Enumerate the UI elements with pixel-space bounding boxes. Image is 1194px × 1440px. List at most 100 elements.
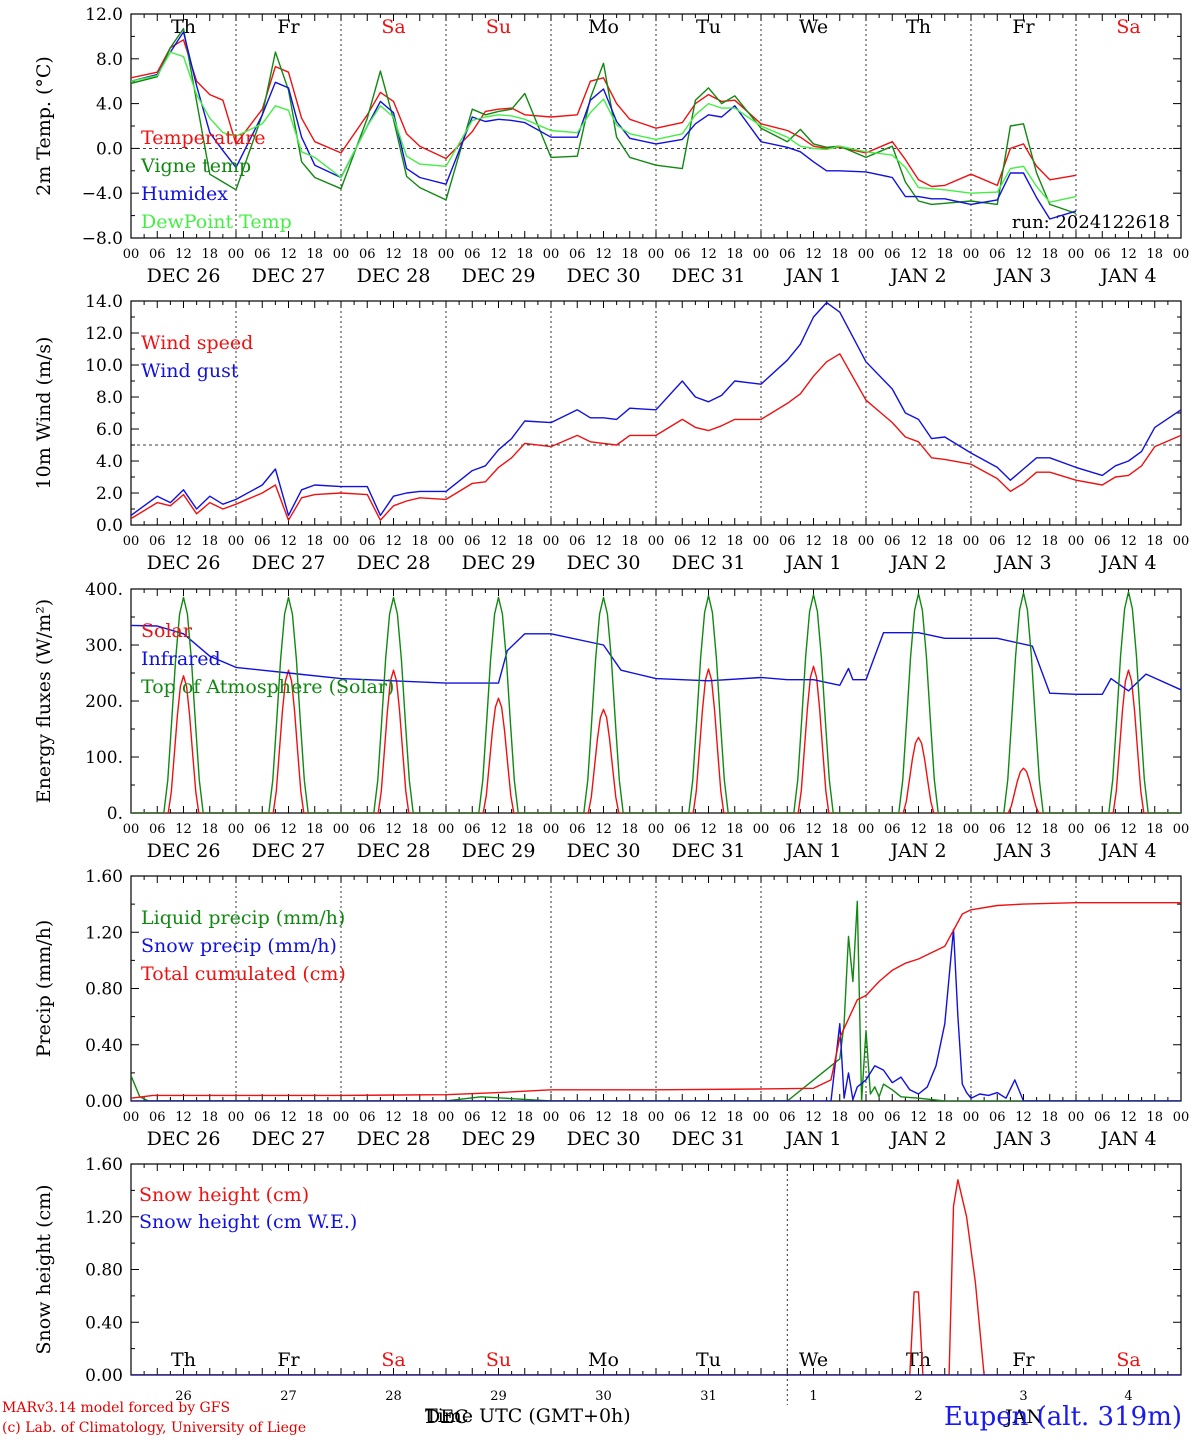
x-hour-label: 18 <box>621 247 638 262</box>
x-date-label: DEC 28 <box>357 1128 431 1150</box>
y-tick-label: 0.80 <box>85 1261 123 1281</box>
x-date-label: DEC 30 <box>567 265 641 287</box>
legend-entry: Wind speed <box>141 332 253 354</box>
x-hour-label: 00 <box>543 247 560 262</box>
x-date-label: DEC 26 <box>147 552 221 574</box>
x-hour-label: 12 <box>910 1110 927 1125</box>
x-hour-label: 18 <box>1146 822 1163 837</box>
series-line-snow-height-cm <box>131 1179 1181 1375</box>
x-hour-label: 18 <box>621 534 638 549</box>
weekday-label: Fr <box>277 1349 300 1371</box>
series-group <box>131 27 1077 220</box>
x-hour-label: 00 <box>648 1110 665 1125</box>
x-hour-label: 12 <box>280 534 297 549</box>
x-hour-label: 18 <box>411 822 428 837</box>
x-hour-label: 00 <box>858 822 875 837</box>
y-tick-label: 2.0 <box>96 484 123 504</box>
x-hour-label: 18 <box>726 822 743 837</box>
x-hour-label: 00 <box>333 822 350 837</box>
y-tick-label: 100. <box>85 748 123 768</box>
y-axis-label: 10m Wind (m/s) <box>33 337 55 490</box>
x-hour-label: 12 <box>175 1110 192 1125</box>
x-hour-label: 18 <box>936 534 953 549</box>
legend-entry: Temperature <box>141 127 265 149</box>
y-tick-label: 0.0 <box>96 516 123 536</box>
legend-entry: Snow precip (mm/h) <box>141 935 337 957</box>
series-group <box>131 900 1181 1101</box>
x-hour-label: 00 <box>228 247 245 262</box>
x-hour-label: 18 <box>201 822 218 837</box>
x-date-label: DEC 27 <box>252 552 326 574</box>
x-hour-label: 18 <box>516 1110 533 1125</box>
credit-line-1: MARv3.14 model forced by GFS <box>2 1400 231 1416</box>
x-hour-label: 00 <box>123 822 140 837</box>
x-hour-label: 18 <box>726 247 743 262</box>
x-date-label: JAN 1 <box>783 1128 841 1150</box>
y-tick-label: 10.0 <box>85 356 123 376</box>
x-hour-label: 18 <box>411 1110 428 1125</box>
x-hour-label: 18 <box>1146 1110 1163 1125</box>
x-hour-label: 00 <box>753 534 770 549</box>
x-date-label: DEC 27 <box>252 1128 326 1150</box>
x-date-label: JAN 2 <box>888 840 946 862</box>
x-hour-label: 06 <box>779 247 796 262</box>
x-hour-label: 00 <box>1173 822 1190 837</box>
y-tick-label: 0.80 <box>85 980 123 1000</box>
weekday-label: Tu <box>696 16 721 38</box>
x-hour-label: 00 <box>543 822 560 837</box>
x-hour-label: 06 <box>464 534 481 549</box>
x-hour-label: 12 <box>280 822 297 837</box>
x-hour-label: 18 <box>831 822 848 837</box>
x-hour-label: 06 <box>674 534 691 549</box>
y-tick-label: 1.60 <box>85 867 123 887</box>
x-date-label: DEC 27 <box>252 840 326 862</box>
x-hour-label: 18 <box>726 534 743 549</box>
x-date-label: DEC 31 <box>672 265 746 287</box>
x-hour-label: 18 <box>201 1110 218 1125</box>
legend-entry: Infrared <box>141 648 221 670</box>
series-line-dewpoint-temp <box>131 51 1077 203</box>
x-date-label: DEC 28 <box>357 840 431 862</box>
x-hour-label: 00 <box>438 822 455 837</box>
x-hour-label: 18 <box>1041 1110 1058 1125</box>
x-hour-label: 06 <box>1094 534 1111 549</box>
panel-4: 0.00 0.40 0.80 1.20 1.60 Precip (mm/h) 00 06 12 1… <box>33 867 1189 1150</box>
x-date-label: DEC 30 <box>567 1128 641 1150</box>
x-date-label: JAN 4 <box>1098 1128 1156 1150</box>
x-hour-label: 00 <box>438 247 455 262</box>
day-number-label: 26 <box>175 1389 192 1404</box>
x-hour-label: 12 <box>1015 534 1032 549</box>
legend-entry: DewPoint Temp <box>141 211 292 233</box>
x-hour-label: 06 <box>779 822 796 837</box>
x-hour-label: 06 <box>254 1110 271 1125</box>
x-hour-label: 18 <box>306 1110 323 1125</box>
x-hour-label: 00 <box>543 534 560 549</box>
x-hour-label: 00 <box>963 1110 980 1125</box>
x-hour-label: 12 <box>910 534 927 549</box>
x-hour-label: 06 <box>359 1110 376 1125</box>
x-hour-label: 12 <box>1015 1110 1032 1125</box>
legend-entry: Wind gust <box>141 360 239 382</box>
x-hour-label: 12 <box>1015 822 1032 837</box>
legend-entry: Top of Atmosphere (Solar) <box>141 676 394 698</box>
panel-2: 0.0 2.0 4.0 6.0 8.0 10.0 12.0 14.0 10m Wind (m/s… <box>33 292 1189 574</box>
y-tick-label: 6.0 <box>96 420 123 440</box>
weekday-label: Mo <box>588 16 619 38</box>
x-date-label: JAN 2 <box>888 1128 946 1150</box>
x-hour-label: 12 <box>280 247 297 262</box>
x-hour-label: 00 <box>858 1110 875 1125</box>
x-hour-label: 00 <box>123 534 140 549</box>
x-hour-label: 12 <box>1120 1110 1137 1125</box>
day-number-label: 1 <box>809 1389 817 1404</box>
x-hour-label: 00 <box>228 1110 245 1125</box>
x-hour-label: 12 <box>700 1110 717 1125</box>
series-line-humidex <box>131 31 1077 220</box>
x-hour-label: 06 <box>464 247 481 262</box>
x-hour-label: 18 <box>1041 822 1058 837</box>
x-hour-label: 12 <box>175 822 192 837</box>
legend-entry: Liquid precip (mm/h) <box>141 907 345 929</box>
x-hour-label: 18 <box>1146 247 1163 262</box>
series-group <box>131 591 1181 813</box>
panel-5: 0.00 0.40 0.80 1.20 1.60 Snow height (cm) Th 26… <box>33 1155 1182 1428</box>
legend-entry: Vigne temp <box>140 155 251 177</box>
